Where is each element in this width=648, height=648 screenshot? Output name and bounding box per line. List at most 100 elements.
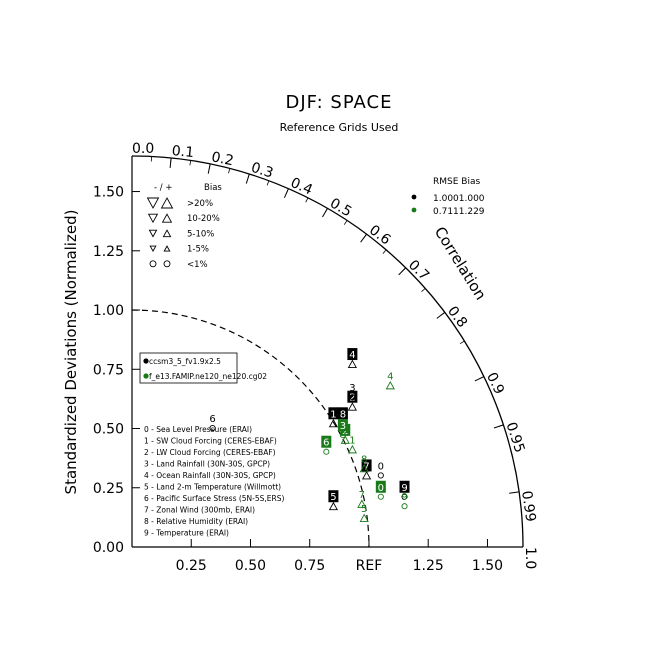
correlation-tick-label: 0.5 (327, 195, 354, 220)
correlation-minor-tick (228, 168, 231, 174)
point-label: 4 (349, 350, 355, 361)
correlation-tick-mark (493, 424, 504, 429)
correlation-tick-mark (509, 491, 520, 494)
bias-legend-label: 1-5% (187, 245, 209, 255)
variable-list-item: 3 - Land Rainfall (30N-30S, GPCP) (144, 460, 270, 469)
point-label-box (347, 390, 358, 403)
variable-list-item: 0 - Sea Level Pressure (ERAI) (144, 425, 252, 434)
bias-legend-circle (149, 260, 157, 268)
variable-list: 0 - Sea Level Pressure (ERAI) 1 - SW Clou… (144, 425, 284, 538)
point-label-box (328, 490, 339, 503)
correlation-tick-label: 0.95 (503, 420, 528, 455)
point-label-box (337, 419, 348, 432)
bias-legend-header: Bias (204, 183, 222, 193)
point-symbol (347, 359, 357, 369)
point-symbol (328, 418, 339, 428)
correlation-tick-label: 0.8 (444, 303, 470, 330)
x-tick-label: 0.75 (294, 558, 325, 574)
y-tick-label: 0.75 (93, 362, 124, 378)
rmse-bias-header: RMSE Bias (433, 177, 480, 187)
case-dot-green (143, 373, 149, 379)
correlation-tick-mark (283, 188, 289, 199)
bias-legend-up-triangle (162, 229, 172, 238)
correlation-tick-mark (474, 376, 485, 382)
reference-arc (131, 309, 370, 548)
correlation-tick-label: 0.6 (366, 222, 393, 248)
y-axis-ticks: 0.00 0.25 0.50 0.75 1.00 1.25 1.50 (93, 185, 140, 556)
data-point: 3 (337, 419, 348, 439)
point-label-box (328, 407, 339, 420)
y-tick-label: 0.25 (93, 481, 124, 497)
correlation-tick-label: 0.3 (249, 160, 275, 182)
correlation-minor-tick (305, 197, 309, 203)
bias-legend-up-triangle (160, 197, 174, 209)
variable-list-item: 1 - SW Cloud Forcing (CERES-EBAF) (144, 437, 277, 446)
point-symbol (323, 448, 330, 455)
data-point: 0 (378, 461, 384, 479)
point-symbol (385, 380, 395, 390)
point-symbol (339, 432, 346, 439)
y-tick-label: 0.00 (93, 540, 124, 556)
bias-legend-label: 10-20% (187, 214, 220, 224)
bias-legend-up-triangle (163, 245, 171, 252)
variable-list-item: 9 - Temperature (ERAI) (144, 529, 229, 538)
correlation-minor-tick (343, 220, 348, 225)
correlation-minor-tick (189, 160, 192, 166)
data-point: 4 (347, 348, 358, 369)
chart-subtitle: Reference Grids Used (280, 121, 399, 134)
data-point: 4 (385, 371, 395, 390)
correlation-tick-mark (245, 173, 250, 184)
point-label: 7 (359, 490, 365, 501)
x-tick-label: 1.50 (472, 558, 503, 574)
correlation-tick-label: 0.1 (171, 143, 195, 161)
point-symbol (209, 424, 216, 432)
point-symbol (340, 435, 350, 444)
bias-legend-circle (163, 260, 171, 268)
point-label-box (375, 480, 386, 493)
point-symbol (357, 499, 367, 508)
data-point: 9 (401, 492, 408, 510)
point-label-box (347, 348, 358, 361)
y-axis-label: Standardized Deviations (Normalized) (62, 210, 80, 495)
data-point: 5 (359, 504, 369, 523)
correlation-tick-label: 0.99 (518, 490, 538, 523)
point-symbol (401, 503, 408, 510)
bias-legend-label: >20% (187, 199, 213, 209)
bias-legend-down-triangle (147, 213, 159, 224)
correlation-tick-mark (322, 208, 328, 218)
point-label: 9 (401, 492, 407, 503)
point-label: 9 (401, 483, 407, 494)
outer-arc (131, 155, 524, 548)
case-legend-box (139, 352, 238, 384)
point-label: 7 (363, 461, 369, 472)
bias-legend: - / + Bias >20% 10-20% 5-10% 1-5% <1% (146, 183, 222, 270)
y-tick-label: 1.25 (93, 244, 124, 260)
data-point: 6 (321, 435, 332, 455)
variable-list-item: 6 - Pacific Surface Stress (5N-5S,ERS) (144, 494, 284, 503)
bias-legend-label: 5-10% (187, 229, 214, 239)
correlation-tick-mark (360, 233, 368, 243)
rmse-row-black: 1.0001.000 (433, 194, 485, 204)
x-tick-label: REF (356, 558, 383, 574)
correlation-tick-label: 0.9 (483, 370, 507, 397)
point-symbol (347, 444, 357, 454)
x-tick-label: 1.25 (413, 558, 444, 574)
point-label: 2 (342, 426, 348, 437)
point-label-box (321, 435, 332, 448)
correlation-tick-mark (169, 157, 172, 168)
case-name-green: f_e13.FAMIP.ne120_ne120.cg02 (149, 372, 267, 381)
data-point: 2 (347, 390, 358, 411)
point-label: 4 (387, 371, 393, 382)
correlation-minor-tick (421, 288, 426, 292)
point-symbol (359, 463, 369, 473)
bias-legend-down-triangle (149, 245, 157, 253)
point-symbol (347, 402, 357, 411)
variable-list-item: 2 - LW Cloud Forcing (CERES-EBAF) (144, 448, 276, 457)
y-tick-label: 1.50 (93, 185, 124, 201)
correlation-tick-label: 0.4 (288, 175, 315, 199)
point-label: 3 (349, 383, 355, 394)
point-label: 6 (209, 414, 215, 425)
data-point: 3 (349, 383, 356, 401)
